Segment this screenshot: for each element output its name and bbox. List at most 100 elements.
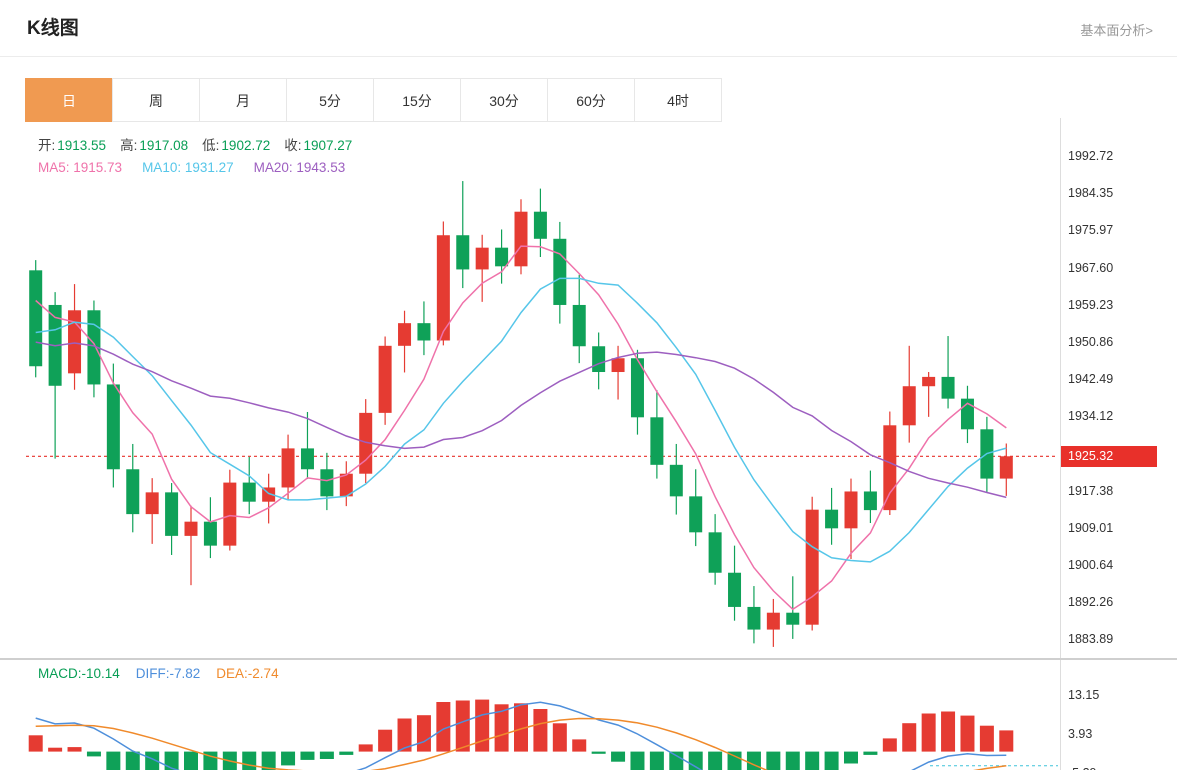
macd-histogram-bar (514, 703, 528, 752)
macd-histogram-bar (708, 751, 723, 770)
macd-histogram-bar (766, 751, 781, 770)
candle-body (805, 509, 819, 625)
candle-body (572, 304, 586, 347)
macd-histogram-bar (203, 751, 218, 770)
candle-body (689, 496, 703, 533)
macd-histogram-bar (436, 702, 451, 752)
candle-body (165, 492, 179, 536)
ma10-line (35, 277, 1007, 563)
macd-histogram-bar (397, 718, 412, 752)
dea-line (35, 717, 1007, 770)
macd-histogram-bar (941, 711, 956, 752)
macd-histogram-bar (125, 751, 140, 770)
y-axis-label: 1984.35 (1068, 186, 1114, 201)
candle-body (145, 492, 159, 515)
macd-histogram-bar (902, 723, 917, 752)
macd-histogram-bar (455, 700, 470, 752)
candle-body (398, 323, 412, 346)
tab-60min[interactable]: 60分 (547, 78, 635, 122)
y-axis-label: 1975.97 (1068, 223, 1114, 238)
candle-body (87, 310, 101, 385)
ma-item: MA20: 1943.53 (253, 160, 346, 175)
ohlc-item: 收: 1907.27 (284, 138, 353, 153)
y-axis-label: 1900.64 (1068, 557, 1114, 572)
macd-histogram-bar (339, 751, 354, 755)
macd-histogram-bar (882, 738, 897, 752)
candle-body (223, 482, 237, 546)
y-axis-label: 1967.60 (1068, 260, 1114, 275)
macd-histogram-bar (416, 715, 431, 752)
macd-readout: MACD:-10.14 DIFF:-7.82 DEA:-2.74 (38, 666, 279, 681)
y-axis-label: 1942.49 (1068, 372, 1114, 387)
macd-histogram-bar (475, 699, 490, 752)
candle-body (825, 509, 839, 529)
ohlc-item: 开: 1913.55 (38, 138, 107, 153)
tab-15min[interactable]: 15分 (373, 78, 461, 122)
candlestick-plot[interactable] (0, 118, 1177, 658)
candle-body (863, 491, 877, 511)
y-axis-label: 1934.12 (1068, 409, 1114, 424)
macd-axis-label: 3.93 (1068, 726, 1093, 741)
candle-body (359, 412, 373, 474)
ma-item: MA10: 1931.27 (142, 160, 234, 175)
candle-body (883, 425, 897, 511)
candle-body (106, 384, 120, 470)
macd-item: MACD:-10.14 (38, 666, 120, 681)
y-axis-label: 1883.89 (1068, 632, 1114, 647)
fundamental-analysis-link[interactable]: 基本面分析> (1080, 23, 1153, 38)
macd-histogram-bar (805, 751, 820, 770)
macd-histogram-bar (746, 751, 761, 770)
y-axis-label: 1892.26 (1068, 595, 1114, 610)
candle-body (786, 612, 800, 625)
macd-histogram-bar (999, 730, 1014, 752)
tab-4hour[interactable]: 4时 (634, 78, 722, 122)
ma20-line (35, 341, 1007, 499)
ohlc-item: 高: 1917.08 (120, 138, 189, 153)
candle-body (844, 491, 858, 529)
last-price-tag: 1925.32 (1061, 445, 1157, 467)
candle-body (436, 235, 450, 341)
candle-body (611, 358, 625, 373)
tab-30min[interactable]: 30分 (460, 78, 548, 122)
tab-week[interactable]: 周 (112, 78, 200, 122)
macd-histogram-bar (979, 725, 994, 752)
candle-body (553, 238, 567, 305)
candle-body (902, 386, 916, 426)
tab-month[interactable]: 月 (199, 78, 287, 122)
candle-body (592, 346, 606, 373)
macd-histogram-bar (844, 751, 858, 764)
macd-histogram-bar (164, 751, 179, 770)
macd-histogram-bar (960, 715, 975, 752)
candle-body (495, 247, 509, 267)
diff-line (35, 701, 1007, 770)
macd-histogram-bar (649, 751, 664, 770)
tab-day[interactable]: 日 (25, 78, 113, 122)
candle-body (766, 612, 780, 630)
macd-histogram-bar (281, 751, 296, 766)
candle-body (747, 606, 761, 630)
macd-histogram-bar (242, 751, 257, 770)
candle-body (203, 521, 217, 546)
macd-histogram-bar (591, 751, 606, 754)
page-title: K线图 (27, 18, 79, 39)
ohlc-item: 低: 1902.72 (202, 138, 271, 153)
candle-body (242, 482, 256, 502)
ma5-line (35, 245, 1007, 611)
y-axis-label: 1917.38 (1068, 483, 1114, 498)
candle-body (378, 345, 392, 413)
candle-body (630, 358, 644, 418)
macd-histogram-bar (28, 735, 43, 752)
macd-plot[interactable] (0, 660, 1177, 770)
candle-body (126, 469, 140, 515)
macd-histogram-bar (300, 751, 315, 760)
macd-histogram-bar (572, 739, 587, 752)
tab-5min[interactable]: 5分 (286, 78, 374, 122)
macd-histogram-bar (67, 747, 82, 752)
y-axis-line (1060, 118, 1061, 770)
candle-body (708, 532, 722, 573)
macd-item: DEA:-2.74 (216, 666, 279, 681)
header-divider (0, 56, 1177, 57)
macd-histogram-bar (86, 751, 101, 757)
macd-histogram-bar (533, 709, 548, 752)
